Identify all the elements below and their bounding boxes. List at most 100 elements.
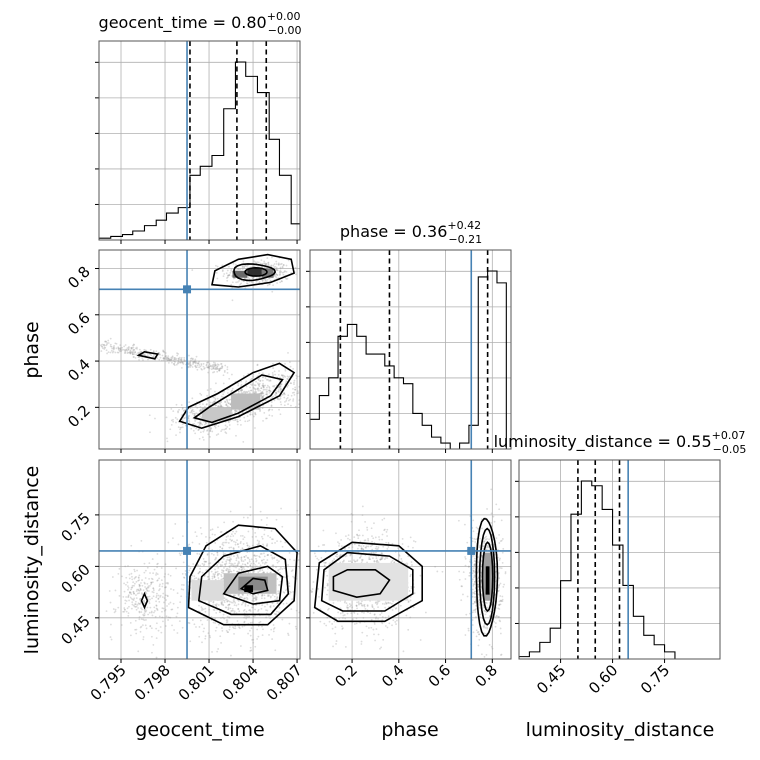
sample-point [335,532,337,535]
sample-point [165,357,168,360]
sample-point [292,575,294,578]
sample-point [305,570,307,572]
sample-point [129,352,132,355]
sample-point [458,578,461,581]
sample-point [236,554,239,557]
sample-point [358,602,360,605]
sample-point [234,409,237,412]
sample-point [205,403,208,406]
sample-point [150,581,152,584]
sample-point [138,348,141,351]
sample-point [499,595,502,597]
sample-point [126,349,129,352]
sample-point [286,377,289,380]
sample-point [265,391,268,393]
sample-point [306,541,308,543]
sample-point [209,388,212,390]
sample-point [230,562,233,565]
sample-point [293,559,296,562]
sample-point [387,601,390,604]
sample-point [383,603,386,605]
sample-point [490,512,493,515]
sample-point [221,547,224,550]
sample-point [119,350,121,353]
sample-point [220,530,223,533]
sample-point [167,541,170,544]
sample-point [256,261,259,263]
sample-point [279,566,282,569]
sample-point [412,540,415,542]
sample-point [501,551,504,554]
sample-point [362,548,365,551]
sample-point [259,620,262,623]
sample-point [188,363,190,366]
sample-point [265,263,268,265]
sample-point [359,555,362,558]
sample-point [216,367,218,370]
sample-point [383,517,386,520]
sample-point [229,557,232,560]
sample-point [294,405,297,408]
sample-point [255,598,258,600]
sample-point [269,536,272,539]
sample-point [480,559,483,562]
sample-point [237,607,240,610]
sample-point [114,342,117,345]
sample-point [210,365,213,368]
sample-point [284,589,287,592]
sample-point [211,401,214,404]
sample-point [476,527,479,530]
sample-point [297,392,300,394]
sample-point [485,535,488,538]
sample-point [156,592,158,595]
sample-point [301,277,303,279]
sample-point [163,597,166,599]
sample-point [122,595,125,598]
sample-point [226,276,229,279]
sample-point [220,603,223,606]
sample-point [188,420,191,423]
sample-point [261,397,264,399]
sample-point [156,608,159,611]
sample-point [294,266,297,269]
sample-point [214,366,217,369]
sample-point [255,596,258,599]
sample-point [355,604,358,607]
sample-point [375,628,378,630]
sample-point [277,592,280,595]
sample-point [213,575,216,578]
sample-point [229,564,232,567]
sample-point [177,357,180,360]
sample-point [138,585,141,588]
sample-point [272,284,274,287]
sample-point [165,615,168,618]
sample-point [117,606,120,609]
sample-point [250,378,253,381]
sample-point [472,591,474,594]
sample-point [179,601,182,604]
sample-point [276,610,278,613]
sample-point [198,437,201,440]
sample-point [499,632,502,635]
sample-point [266,284,269,287]
sample-point [180,588,183,591]
sample-point [255,559,258,562]
sample-point [226,567,228,570]
sample-point [246,616,249,618]
sample-point [166,359,169,361]
sample-point [202,608,205,611]
sample-point [285,380,288,383]
sample-point [271,638,274,640]
sample-point [280,270,283,273]
sample-point [366,529,369,531]
sample-point [215,382,217,385]
sample-point [209,365,212,368]
sample-point [209,529,212,531]
sample-point [358,544,360,547]
sample-point [376,559,379,562]
sample-point [275,566,277,569]
sample-point [137,356,140,358]
y-axis-label-luminosity_distance: luminosity_distance [21,466,43,655]
sample-point [214,425,216,428]
sample-point [498,534,500,536]
